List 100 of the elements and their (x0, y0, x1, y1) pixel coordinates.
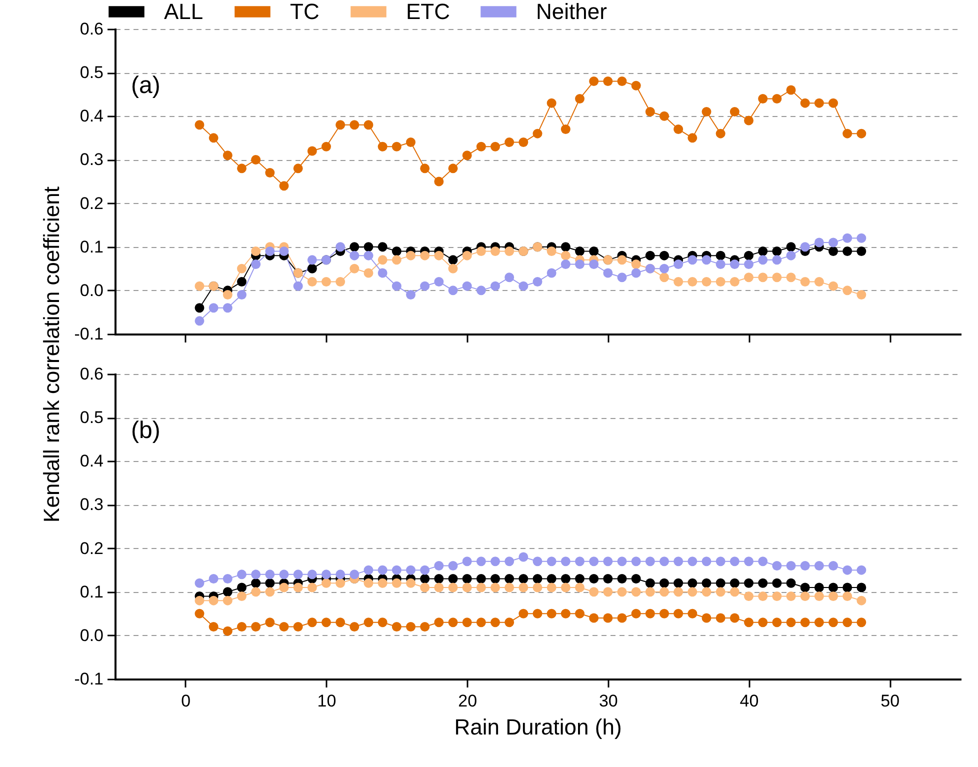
y-tick-label: 0.1 (80, 582, 104, 602)
point (434, 276, 444, 286)
legend-label: Neither (536, 0, 607, 24)
point (420, 250, 430, 260)
point (406, 250, 416, 260)
point (251, 246, 261, 256)
point (546, 608, 556, 618)
point (336, 276, 346, 286)
y-tick-label: 0.0 (80, 626, 104, 645)
point (476, 246, 486, 256)
point (828, 582, 838, 592)
point (448, 618, 458, 628)
point (589, 246, 599, 256)
point (758, 556, 768, 566)
point (716, 587, 726, 597)
point (208, 596, 218, 606)
y-tick-label: -0.1 (74, 324, 104, 344)
point (378, 578, 388, 588)
point (406, 578, 416, 588)
point (350, 570, 360, 580)
point (434, 176, 444, 186)
point (716, 250, 726, 260)
point (434, 250, 444, 260)
point (730, 276, 740, 286)
point (758, 272, 768, 282)
point (307, 570, 317, 580)
point (617, 255, 627, 265)
point (856, 596, 866, 606)
point (504, 272, 514, 282)
point (532, 556, 542, 566)
x-tick-label: 40 (740, 692, 759, 710)
point (589, 556, 599, 566)
point (674, 276, 684, 286)
point (265, 168, 275, 178)
point (350, 622, 360, 632)
y-tick-label: 0.0 (80, 280, 104, 300)
point (603, 587, 613, 597)
point (378, 618, 388, 628)
point (265, 618, 275, 628)
point (420, 565, 430, 575)
point (322, 618, 331, 628)
point (448, 264, 458, 274)
point (364, 578, 374, 588)
point (828, 246, 838, 256)
point (434, 560, 444, 570)
point (490, 618, 500, 628)
point (237, 570, 246, 580)
point (688, 276, 698, 286)
point (378, 268, 388, 278)
point (688, 578, 698, 588)
point (730, 260, 740, 270)
point (532, 608, 542, 618)
point (322, 142, 331, 152)
point (222, 150, 232, 160)
point (660, 556, 669, 566)
point (392, 622, 402, 632)
point (631, 556, 641, 566)
point (194, 608, 204, 618)
point (448, 560, 458, 570)
point (237, 591, 246, 601)
point (307, 146, 317, 156)
point (716, 276, 726, 286)
point (279, 622, 289, 632)
point (842, 286, 852, 296)
point (222, 290, 232, 300)
point (476, 142, 486, 152)
y-tick-label: 0.6 (80, 364, 104, 384)
point (842, 565, 852, 575)
point (800, 582, 810, 592)
point (772, 618, 782, 628)
point (448, 582, 458, 592)
point (392, 565, 402, 575)
point (251, 260, 261, 270)
point (688, 587, 698, 597)
point (575, 260, 584, 270)
point (617, 574, 627, 584)
point (364, 242, 374, 252)
point (842, 128, 852, 138)
legend-label: ALL (164, 0, 204, 24)
point (716, 260, 726, 270)
point (674, 556, 684, 566)
point (420, 622, 430, 632)
point (251, 578, 261, 588)
point (222, 626, 232, 636)
point (434, 574, 444, 584)
annotation: (a) (131, 72, 160, 99)
point (364, 120, 374, 130)
point (279, 181, 289, 191)
point (589, 587, 599, 597)
point (490, 281, 500, 291)
point (716, 128, 726, 138)
point (603, 613, 613, 623)
point (814, 591, 824, 601)
x-tick-label: 50 (880, 692, 900, 710)
point (546, 246, 556, 256)
point (786, 85, 796, 95)
point (645, 587, 655, 597)
point (758, 246, 768, 256)
point (293, 164, 303, 174)
point (772, 94, 782, 104)
